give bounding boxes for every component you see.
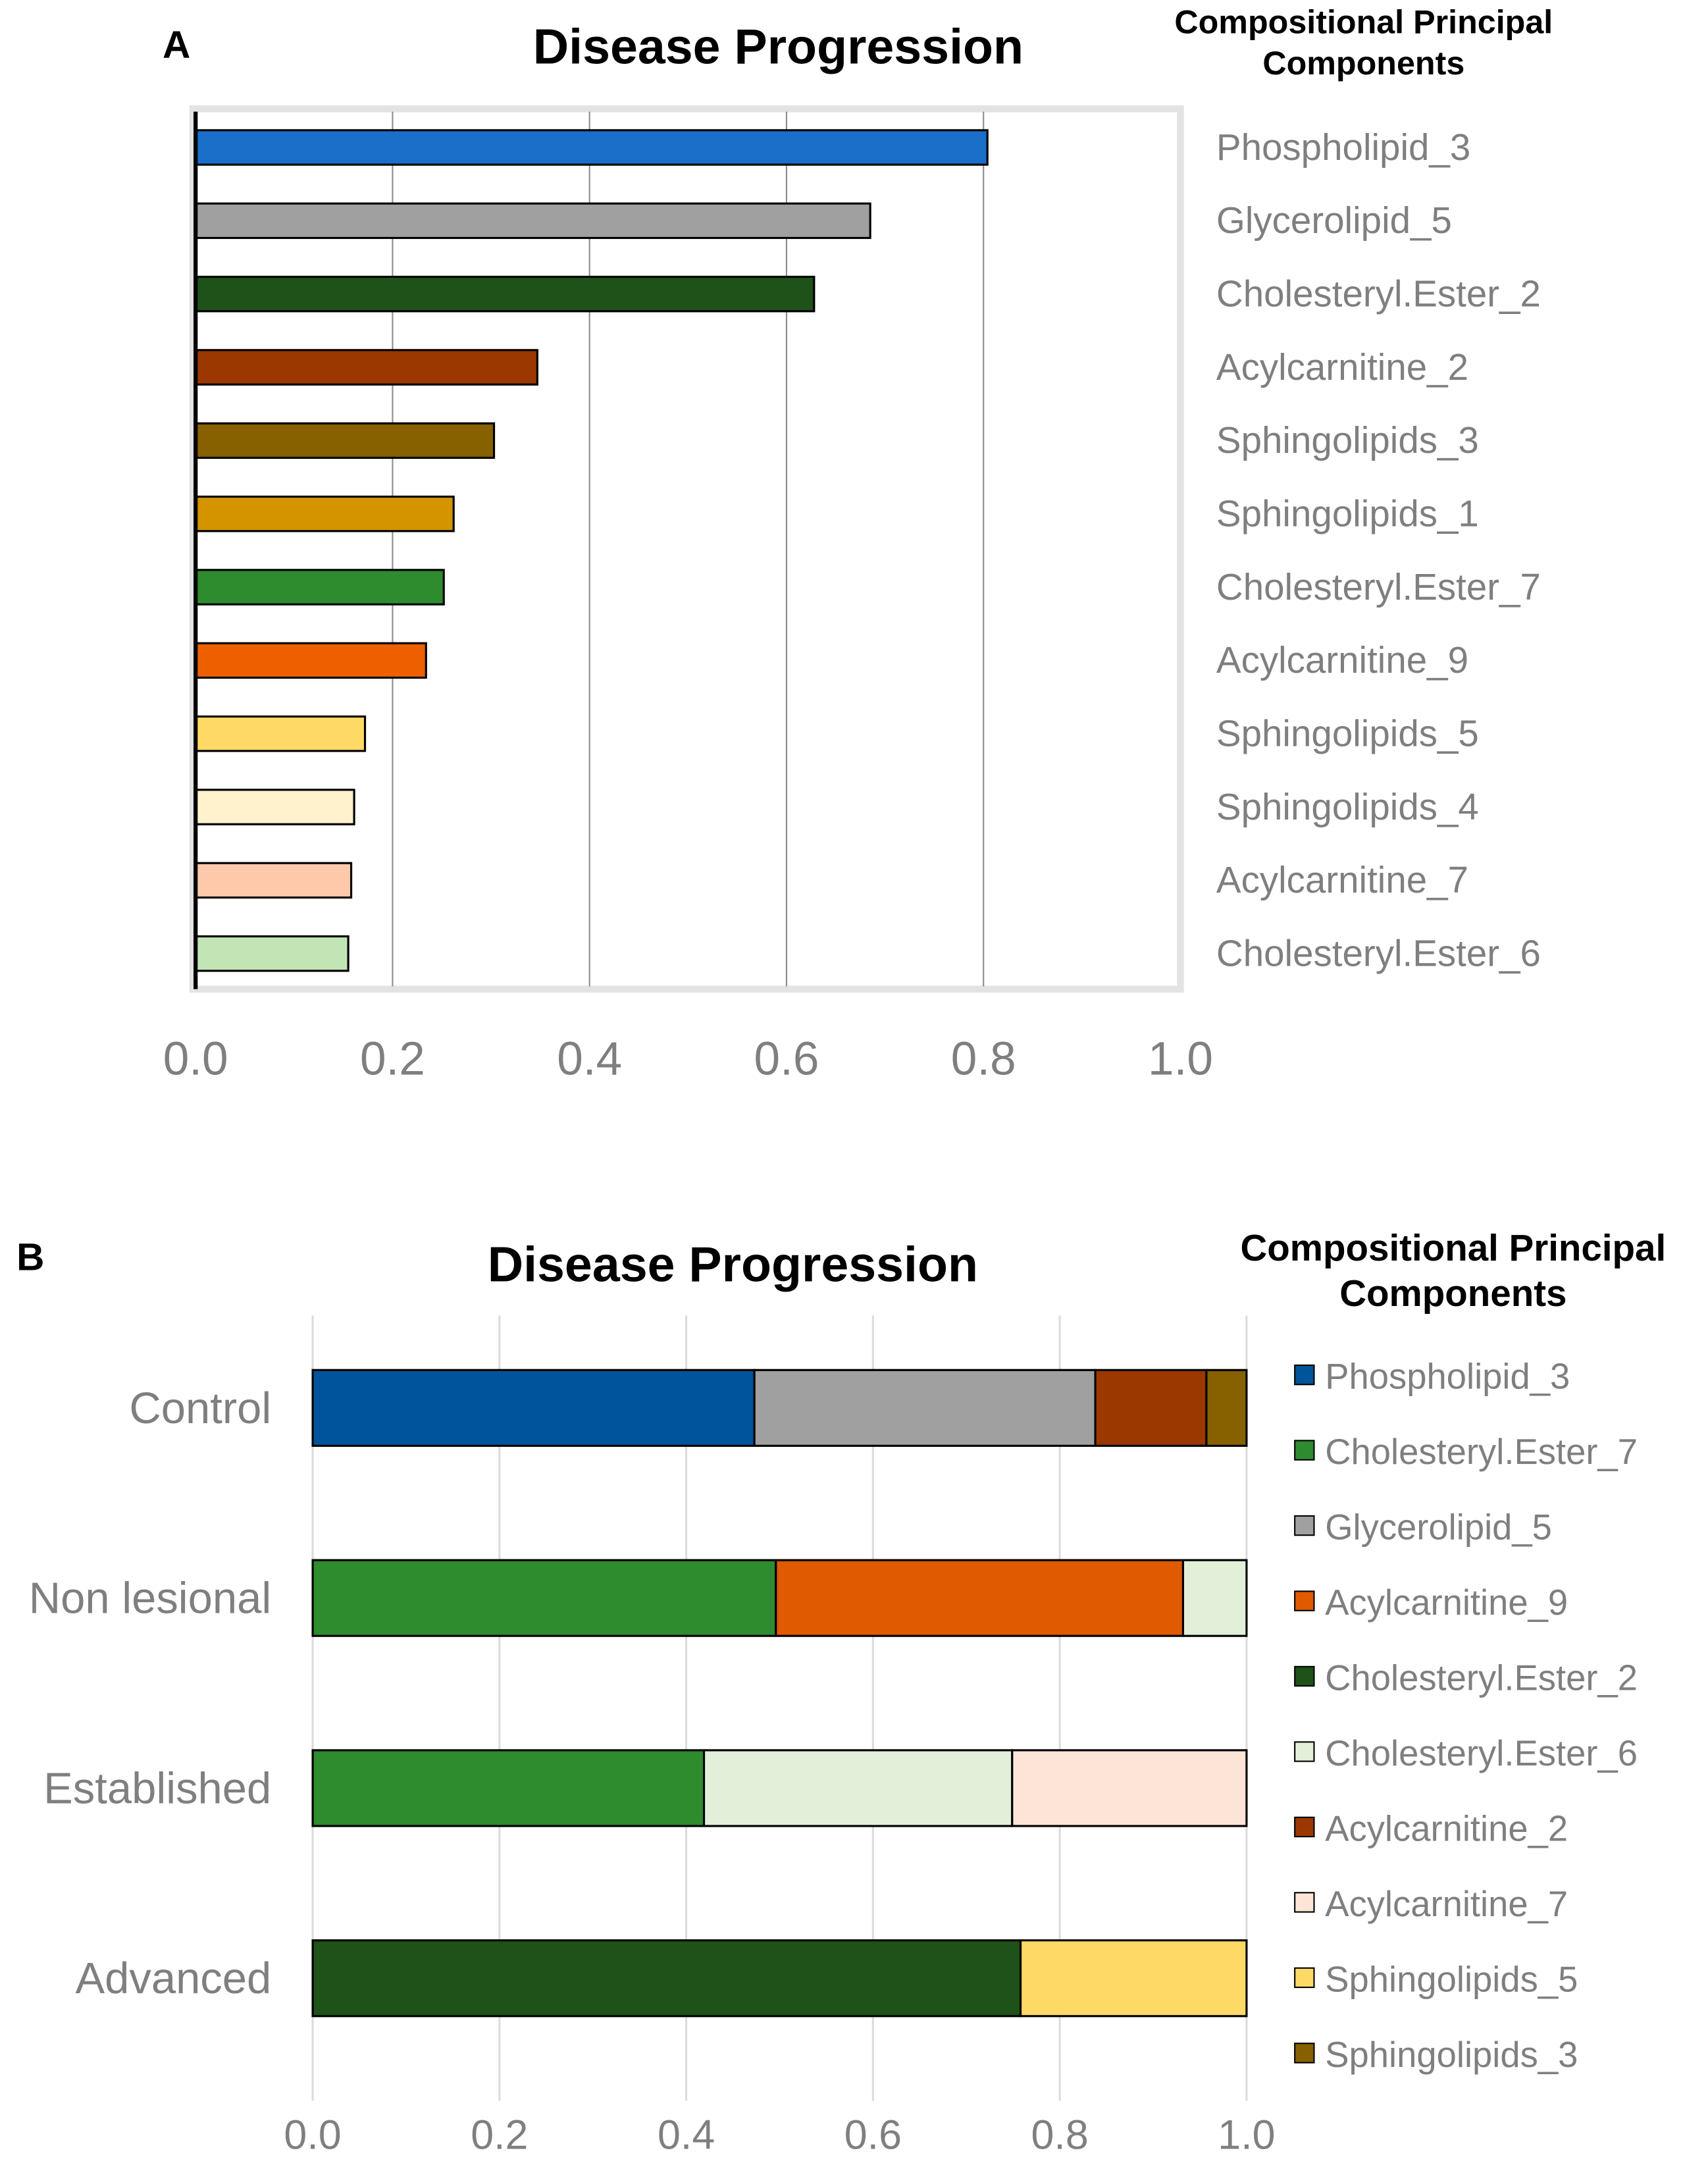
x-tick-label: 0.8 xyxy=(951,1033,1016,1085)
panel-a-legend-title-wrap: Compositional Principal Components xyxy=(1174,4,1553,83)
category-label: Phospholipid_3 xyxy=(1216,126,1470,168)
bar-segment-Sphingolipids_5 xyxy=(1019,1939,1248,2018)
x-tick-label: 0.6 xyxy=(754,1033,819,1085)
x-tick-label: 0.0 xyxy=(284,2112,341,2158)
category-label: Acylcarnitine_9 xyxy=(1216,639,1468,681)
x-tick-label: 0.2 xyxy=(471,2112,528,2158)
legend-label: Sphingolipids_5 xyxy=(1325,1959,1578,1999)
panel-a-plot-frame xyxy=(189,105,1184,993)
panel-b-legend-title-wrap: Compositional Principal Components xyxy=(1240,1227,1667,1315)
x-tick-label: 0.8 xyxy=(1031,2112,1089,2158)
category-label: Established xyxy=(43,1763,271,1813)
category-label: Cholesteryl.Ester_6 xyxy=(1216,932,1541,974)
category-label: Advanced xyxy=(75,1954,271,2003)
legend-label: Phospholipid_3 xyxy=(1325,1357,1570,1397)
bar-segment-Cholesteryl.Ester_6 xyxy=(1181,1559,1248,1637)
legend-label: Cholesteryl.Ester_2 xyxy=(1325,1658,1638,1698)
bar-Sphingolipids_5 xyxy=(194,715,367,752)
bar-Cholesteryl.Ester_6 xyxy=(194,935,349,972)
panel-a-label: A xyxy=(163,24,190,66)
x-tick-label: 0.4 xyxy=(658,2112,715,2158)
bar-segment-Cholesteryl.Ester_7 xyxy=(311,1749,706,1827)
category-label: Sphingolipids_1 xyxy=(1216,492,1479,534)
category-label: Acylcarnitine_7 xyxy=(1216,859,1468,901)
category-label: Glycerolipid_5 xyxy=(1216,199,1452,241)
bar-segment-Glycerolipid_5 xyxy=(753,1369,1097,1447)
x-tick-label: 1.0 xyxy=(1218,2112,1275,2158)
legend-label: Acylcarnitine_9 xyxy=(1325,1582,1568,1623)
bar-Glycerolipid_5 xyxy=(194,202,871,240)
legend-swatch xyxy=(1294,1665,1315,1687)
bar-segment-Acylcarnitine_2 xyxy=(1094,1369,1208,1447)
bar-Sphingolipids_4 xyxy=(194,789,355,825)
bar-Phospholipid_3 xyxy=(194,129,989,166)
category-label: Sphingolipids_5 xyxy=(1216,712,1479,754)
panel-a-title: Disease Progression xyxy=(533,18,1023,74)
legend-label: Acylcarnitine_2 xyxy=(1325,1808,1568,1848)
x-tick-label: 0.2 xyxy=(360,1033,425,1085)
x-tick-label: 0.4 xyxy=(557,1033,622,1085)
legend-swatch xyxy=(1294,1967,1315,1989)
panel-b-label: B xyxy=(16,1236,44,1279)
bar-Sphingolipids_1 xyxy=(194,495,455,533)
legend-label: Acylcarnitine_7 xyxy=(1325,1884,1568,1924)
category-label: Cholesteryl.Ester_7 xyxy=(1216,566,1541,608)
bar-segment-Phospholipid_3 xyxy=(311,1369,756,1447)
bar-segment-Cholesteryl.Ester_2 xyxy=(311,1939,1022,2018)
legend-label: Sphingolipids_3 xyxy=(1325,2035,1578,2075)
category-label: Acylcarnitine_2 xyxy=(1216,346,1468,388)
legend-label: Glycerolipid_5 xyxy=(1325,1507,1552,1547)
panel-a-legend-title: Compositional Principal Components xyxy=(1174,4,1553,83)
legend-label: Cholesteryl.Ester_7 xyxy=(1325,1432,1638,1472)
legend-swatch xyxy=(1294,1816,1315,1838)
legend-label: Cholesteryl.Ester_6 xyxy=(1325,1733,1638,1773)
bar-Cholesteryl.Ester_7 xyxy=(194,569,445,606)
x-tick-label: 0.0 xyxy=(163,1033,228,1085)
legend-swatch xyxy=(1294,1364,1315,1386)
legend-swatch xyxy=(1294,1590,1315,1611)
category-label: Control xyxy=(129,1384,271,1433)
panel-b-title: Disease Progression xyxy=(488,1236,978,1292)
legend-swatch xyxy=(1294,1741,1315,1762)
bar-Cholesteryl.Ester_2 xyxy=(194,275,815,313)
x-tick-label: 1.0 xyxy=(1148,1033,1213,1085)
bar-Acylcarnitine_2 xyxy=(194,349,538,386)
legend-swatch xyxy=(1294,1515,1315,1536)
bar-segment-Cholesteryl.Ester_6 xyxy=(702,1749,1014,1827)
category-label: Cholesteryl.Ester_2 xyxy=(1216,273,1541,314)
bar-segment-Acylcarnitine_7 xyxy=(1011,1749,1248,1827)
category-label: Sphingolipids_3 xyxy=(1216,419,1479,461)
legend-swatch xyxy=(1294,1892,1315,1913)
bar-Acylcarnitine_9 xyxy=(194,642,427,679)
bar-segment-Sphingolipids_3 xyxy=(1205,1369,1248,1447)
bar-segment-Acylcarnitine_9 xyxy=(775,1559,1185,1637)
legend-swatch xyxy=(1294,2043,1315,2064)
category-label: Non lesional xyxy=(29,1574,271,1623)
category-label: Sphingolipids_4 xyxy=(1216,786,1479,827)
x-tick-label: 0.6 xyxy=(844,2112,902,2158)
legend-swatch xyxy=(1294,1440,1315,1461)
panel-b-legend-title: Compositional Principal Components xyxy=(1240,1227,1667,1315)
bar-Acylcarnitine_7 xyxy=(194,862,353,899)
bar-Sphingolipids_3 xyxy=(194,422,496,459)
bar-segment-Cholesteryl.Ester_7 xyxy=(311,1559,777,1637)
